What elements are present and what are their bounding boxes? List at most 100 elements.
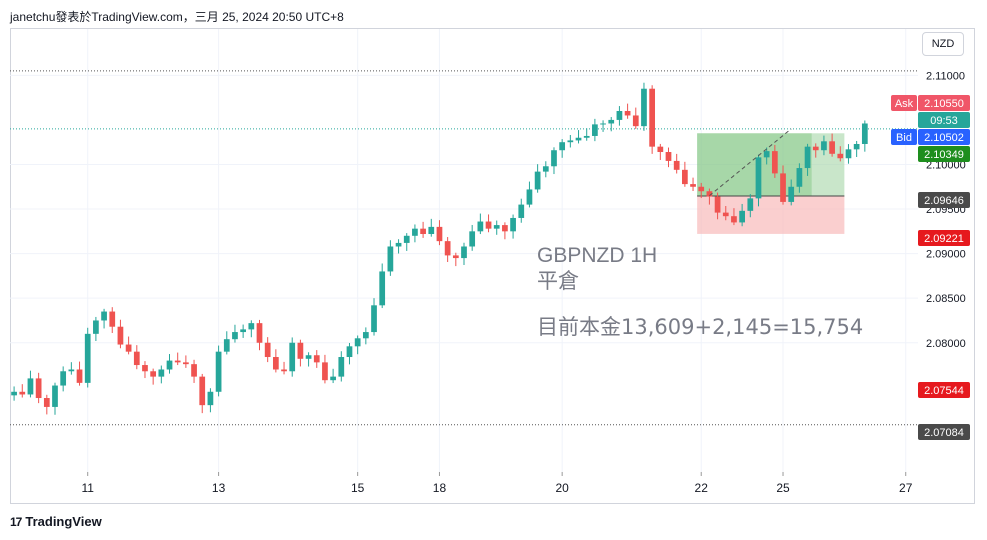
candle-body <box>68 369 75 372</box>
candle-body <box>829 141 835 154</box>
dotted-levels <box>10 70 918 426</box>
price-tag-badge <box>891 129 917 145</box>
brand-name: TradingView <box>25 514 102 529</box>
candle-body <box>158 369 165 377</box>
candle-body <box>420 228 426 235</box>
candle-body <box>665 152 672 161</box>
candle-body <box>747 198 754 211</box>
candle-body <box>502 225 508 232</box>
candle-body <box>166 360 173 370</box>
candle-body <box>305 355 312 359</box>
candle-body <box>248 323 255 330</box>
candle-body <box>559 142 566 151</box>
candle-body <box>313 355 320 363</box>
candle-body <box>183 362 189 365</box>
y-tick-label: 2.08000 <box>926 338 966 350</box>
candle-body <box>763 151 770 158</box>
dashed-trend-line <box>709 128 792 197</box>
candle-body <box>706 191 713 197</box>
x-tick-label: 20 <box>555 481 569 495</box>
candle-body <box>698 186 705 192</box>
candle-body <box>485 221 492 229</box>
price-label-badge <box>918 382 970 398</box>
x-tick-label: 13 <box>212 481 226 495</box>
candle-body <box>567 140 574 143</box>
candle-body <box>199 376 206 406</box>
candle-body <box>281 369 287 372</box>
candle-body <box>11 391 17 396</box>
candle-body <box>412 228 418 236</box>
candle-body <box>796 168 803 187</box>
price-tag-text: Bid <box>896 132 912 144</box>
candle-body <box>649 88 656 147</box>
candlestick-series <box>11 82 868 415</box>
currency-button[interactable]: NZD <box>922 32 964 56</box>
status-label: 平倉 <box>537 269 579 293</box>
candle-body <box>551 150 557 167</box>
candle-body <box>510 217 516 232</box>
candle-body <box>354 338 361 347</box>
x-tick-label: 22 <box>695 481 709 495</box>
candle-body <box>371 305 377 333</box>
candle-body <box>673 160 680 170</box>
candle-body <box>682 169 688 185</box>
candle-body <box>362 332 369 339</box>
realized-profit-zone <box>697 133 812 197</box>
candle-body <box>493 225 500 229</box>
candle-body <box>804 146 811 169</box>
candle-body <box>256 323 263 343</box>
y-tick-label: 2.10000 <box>926 159 966 171</box>
candle-body <box>52 385 58 407</box>
footer-brand[interactable]: 17 TradingView <box>10 514 102 529</box>
candle-body <box>461 246 467 259</box>
candle-body <box>428 226 435 235</box>
candle-body <box>812 146 819 151</box>
price-label-badge <box>918 192 970 208</box>
price-label-badge <box>918 129 970 145</box>
candle-body <box>821 141 827 151</box>
price-label-text: 2.07544 <box>924 385 964 397</box>
candle-body <box>632 115 639 127</box>
candle-body <box>771 151 778 174</box>
candle-body <box>518 204 525 218</box>
price-label-badge <box>918 230 970 246</box>
candle-body <box>297 342 304 359</box>
candle-body <box>232 332 238 340</box>
price-label-badge <box>918 95 970 111</box>
candle-body <box>60 371 67 386</box>
candle-body <box>788 186 795 202</box>
symbol-label: GBPNZD 1H <box>537 244 657 267</box>
candle-body <box>35 378 42 399</box>
candle-body <box>739 210 745 223</box>
candle-body <box>600 123 606 125</box>
candle-body <box>641 88 647 127</box>
candle-body <box>624 111 631 116</box>
price-labels: Ask 2.10550 09:53 Bid 2.10502 2.10349 2.09646 2… <box>891 95 970 440</box>
tradingview-logo-icon: 17 <box>10 514 22 529</box>
price-label-badge <box>918 112 970 128</box>
candle-body <box>477 221 484 232</box>
candle-body <box>395 242 402 247</box>
candle-body <box>575 137 582 141</box>
price-label-text: 2.07084 <box>924 427 964 439</box>
candle-body <box>436 226 443 242</box>
candle-body <box>387 246 394 272</box>
candle-body <box>215 351 222 392</box>
candle-body <box>690 184 696 187</box>
candle-body <box>534 171 541 190</box>
candle-body <box>109 311 116 327</box>
candle-body <box>861 123 868 144</box>
candle-body <box>240 329 246 333</box>
candle-body <box>330 376 336 381</box>
candle-body <box>379 271 386 306</box>
candle-body <box>93 320 99 334</box>
x-tick-label: 27 <box>899 481 913 495</box>
candle-body <box>722 212 729 217</box>
x-tick-label: 25 <box>776 481 790 495</box>
candle-body <box>289 342 296 372</box>
price-label-text: 2.10349 <box>924 149 964 161</box>
candle-body <box>272 357 279 370</box>
candle-body <box>845 149 852 159</box>
price-label-text: 2.10502 <box>924 132 964 144</box>
